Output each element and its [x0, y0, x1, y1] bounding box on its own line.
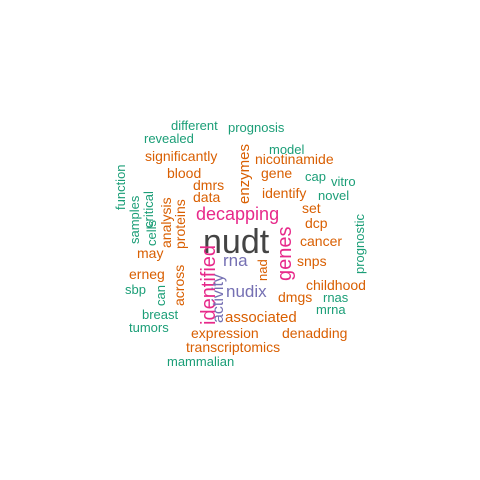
word-nudix: nudix: [226, 282, 267, 301]
word-prognosis: prognosis: [228, 120, 285, 135]
word-transcriptomics: transcriptomics: [186, 339, 280, 355]
word-revealed: revealed: [144, 131, 194, 146]
word-blood: blood: [167, 165, 201, 181]
word-associated: associated: [225, 309, 297, 326]
word-dcp: dcp: [305, 215, 328, 231]
word-gene: gene: [261, 165, 292, 181]
word-nudt: nudt: [203, 223, 270, 261]
word-cap: cap: [305, 169, 326, 184]
word-rnas: rnas: [323, 290, 349, 305]
word-mammalian: mammalian: [167, 354, 234, 369]
word-identified: identified: [198, 245, 220, 325]
word-proteins: proteins: [172, 199, 188, 249]
word-rna: rna: [223, 251, 248, 270]
word-tumors: tumors: [129, 320, 169, 335]
word-different: different: [171, 118, 218, 133]
word-erneg: erneg: [129, 266, 165, 282]
word-vitro: vitro: [331, 174, 356, 189]
word-cells: cells: [144, 219, 159, 246]
word-breast: breast: [142, 307, 179, 322]
word-samples: samples: [127, 195, 142, 244]
word-mrna: mrna: [316, 302, 346, 317]
word-set: set: [302, 200, 321, 216]
word-across: across: [171, 265, 187, 306]
word-dmgs: dmgs: [278, 289, 312, 305]
word-may: may: [137, 245, 163, 261]
word-enzymes: enzymes: [236, 144, 253, 204]
word-expression: expression: [191, 325, 259, 341]
word-sbp: sbp: [125, 282, 146, 297]
word-function: function: [113, 164, 128, 210]
word-nad: nad: [255, 259, 270, 281]
word-novel: novel: [318, 188, 349, 203]
word-model: model: [269, 142, 305, 157]
word-significantly: significantly: [145, 148, 217, 164]
word-analysis: analysis: [158, 197, 174, 248]
word-identify: identify: [262, 185, 306, 201]
word-can: can: [153, 285, 168, 306]
word-critical: critical: [141, 191, 156, 228]
word-genes: genes: [274, 227, 296, 282]
word-decapping: decapping: [196, 204, 279, 224]
word-data: data: [193, 189, 220, 205]
word-activity: activity: [210, 274, 227, 323]
word-snps: snps: [297, 253, 327, 269]
word-prognostic: prognostic: [352, 214, 367, 274]
word-denadding: denadding: [282, 325, 347, 341]
word-childhood: childhood: [306, 277, 366, 293]
word-nicotinamide: nicotinamide: [255, 151, 334, 167]
word-cancer: cancer: [300, 233, 342, 249]
word-dmrs: dmrs: [193, 177, 224, 193]
